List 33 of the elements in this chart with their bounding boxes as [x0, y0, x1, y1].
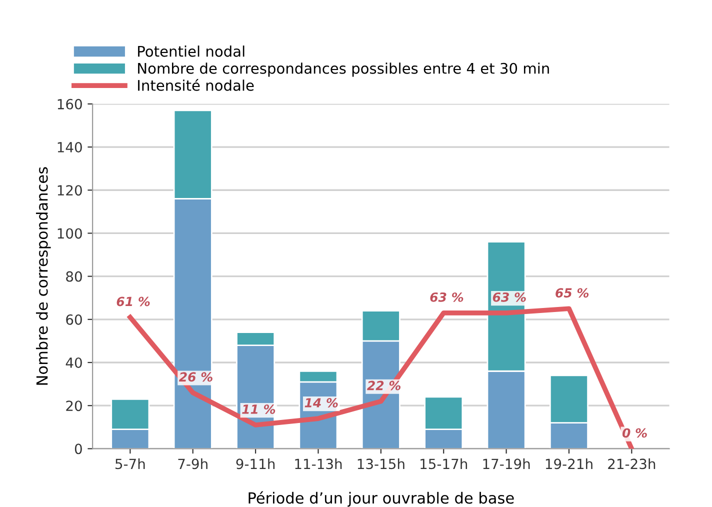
y-tick-label: 120 — [58, 185, 82, 196]
x-tick-label: 7-9h — [178, 458, 208, 470]
data-label: 63 % — [430, 292, 464, 302]
y-axis-title: Nombre de correspondances — [36, 167, 51, 385]
x-tick-label: 11-13h — [295, 458, 342, 470]
data-label: 26 % — [178, 372, 212, 382]
data-label: 63 % — [492, 292, 526, 302]
line-series — [128, 306, 634, 449]
y-tick-label: 100 — [58, 228, 82, 239]
y-tick-label: 20 — [66, 400, 82, 412]
x-tick-label: 5-7h — [116, 458, 145, 470]
data-label: 11 % — [242, 404, 276, 414]
y-tick-label: 40 — [66, 357, 82, 368]
x-tick-label: 21-23h — [608, 458, 656, 470]
y-tick-label: 80 — [66, 271, 82, 282]
x-axis-title: Période d’un jour ouvrable de base — [248, 491, 514, 507]
data-label: 14 % — [304, 398, 338, 408]
y-tick-label: 140 — [58, 142, 82, 153]
x-tick-label: 17-19h — [483, 458, 530, 470]
legend-label: Intensité nodale — [138, 79, 254, 91]
x-tick-label: 19-21h — [546, 458, 592, 470]
x-tick-label: 13-15h — [358, 458, 404, 470]
legend-label: Nombre de correspondances possibles entre 4 et 30 min — [138, 62, 549, 77]
data-label: 61 % — [116, 296, 150, 306]
x-tick-label: 15-17h — [420, 458, 468, 470]
y-tick-label: 0 — [74, 444, 82, 454]
y-tick-label: 160 — [58, 98, 82, 110]
data-label: 0 % — [622, 428, 647, 438]
x-tick-label: 9-11h — [236, 458, 275, 470]
data-label: 22 % — [367, 380, 400, 390]
data-label: 65 % — [556, 288, 589, 298]
legend-label: Potentiel nodal — [138, 46, 244, 57]
y-tick-label: 60 — [66, 314, 82, 325]
